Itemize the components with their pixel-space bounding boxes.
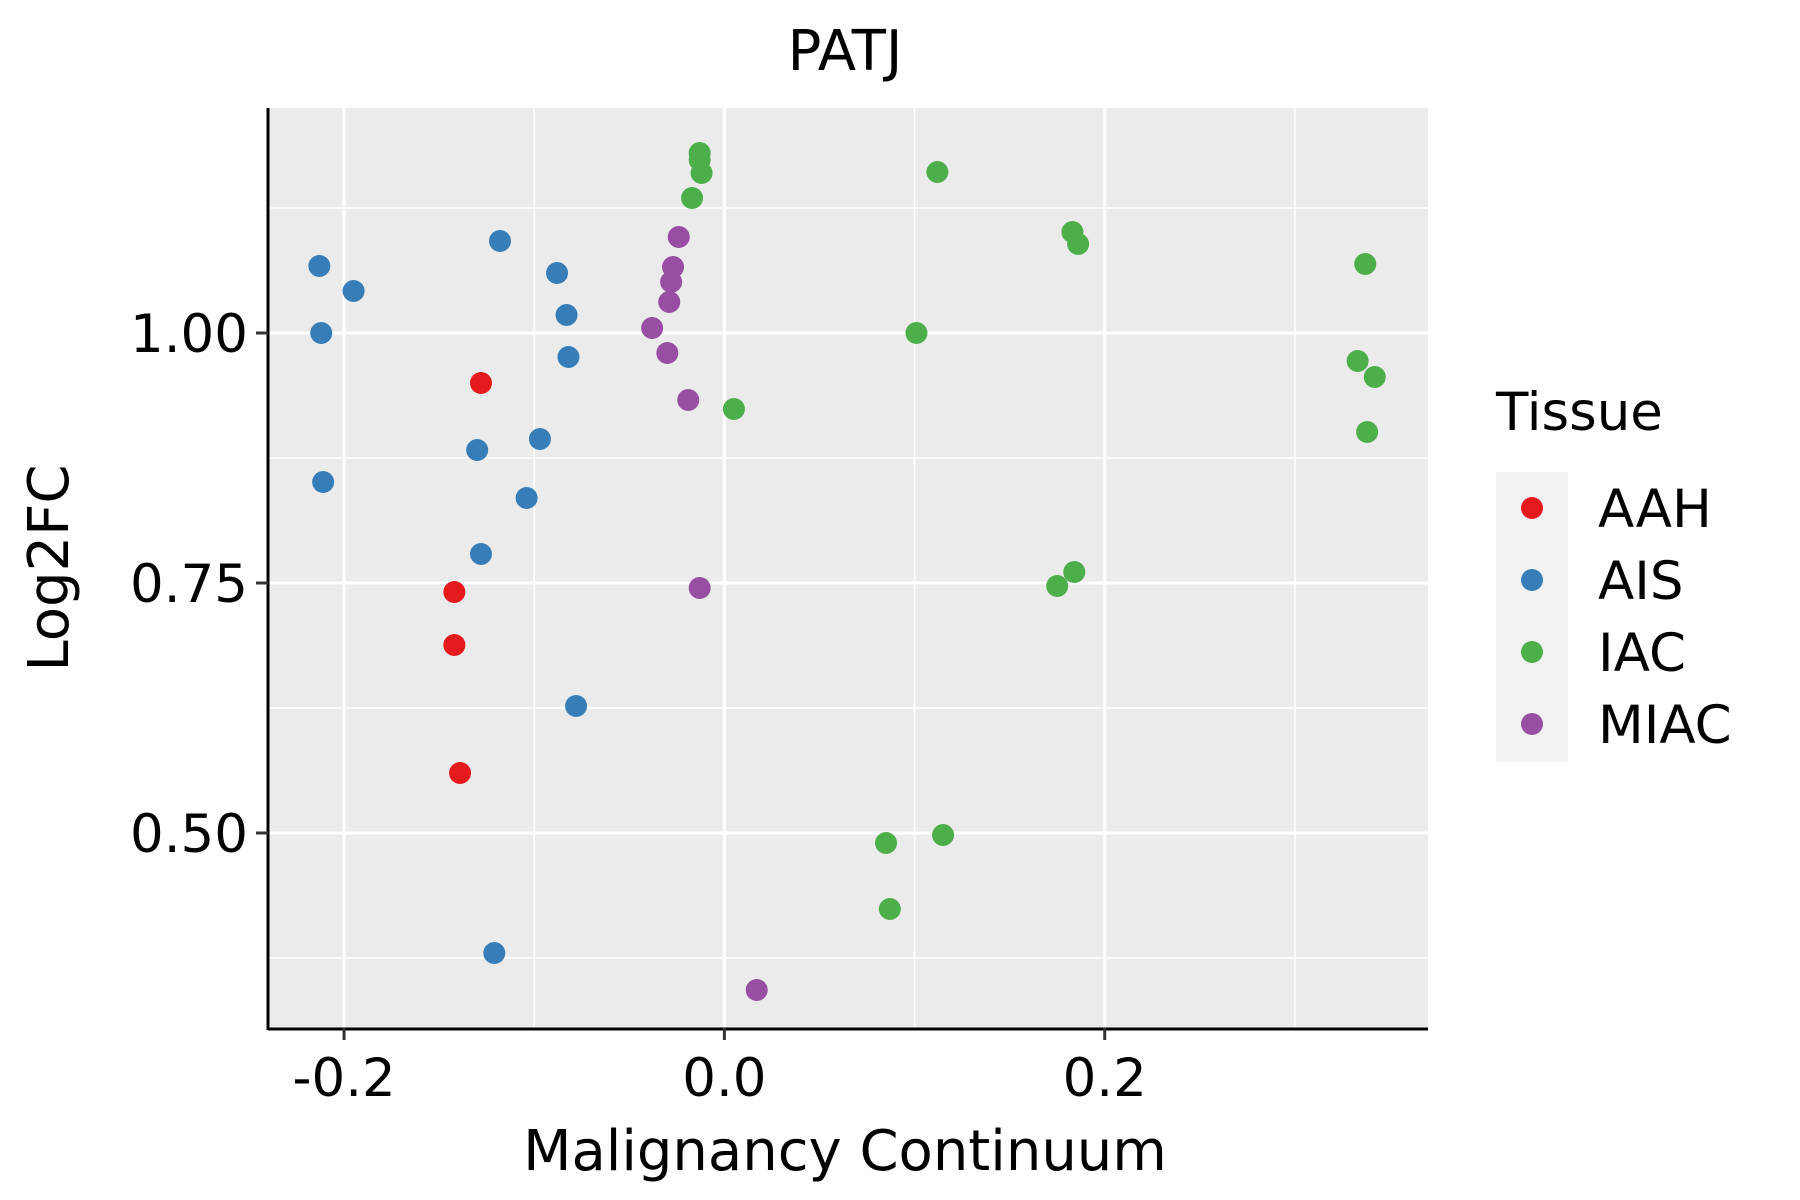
data-point-iac	[905, 322, 928, 344]
data-point-ais	[466, 439, 489, 461]
data-point-ais	[528, 428, 551, 450]
data-point-aah	[443, 581, 466, 603]
y-tick-label: 1.00	[130, 304, 248, 365]
data-point-iac	[875, 832, 898, 854]
data-point-miac	[745, 979, 768, 1001]
data-point-ais	[310, 322, 333, 344]
data-point-iac	[690, 162, 713, 184]
data-point-ais	[469, 543, 492, 565]
x-tick-label: 0.2	[1063, 1048, 1147, 1109]
data-point-iac	[1356, 421, 1379, 443]
data-point-aah	[443, 634, 466, 656]
grid-lines	[268, 108, 1428, 1028]
legend-key-miac	[1521, 713, 1543, 735]
legend-key-aah	[1521, 497, 1543, 519]
data-point-iac	[1046, 575, 1069, 597]
data-point-iac	[1363, 366, 1386, 388]
data-point-ais	[555, 304, 578, 326]
legend-items: AAH AIS IAC MIAC	[1521, 479, 1732, 756]
legend-title: Tissue	[1495, 382, 1663, 443]
data-point-iac	[1346, 350, 1369, 372]
data-point-iac	[932, 824, 955, 846]
chart-title: PATJ	[788, 19, 903, 84]
data-point-ais	[515, 487, 538, 509]
data-point-miac	[656, 342, 679, 364]
data-point-iac	[1067, 233, 1090, 255]
data-point-iac	[878, 898, 901, 920]
data-point-iac	[1354, 253, 1377, 275]
data-point-ais	[546, 262, 569, 284]
legend-label-ais: AIS	[1598, 551, 1684, 612]
data-point-ais	[565, 695, 588, 717]
data-points	[308, 142, 1386, 1001]
x-axis-title: Malignancy Continuum	[523, 1119, 1167, 1184]
data-point-aah	[449, 762, 472, 784]
y-tick-label: 0.50	[130, 804, 248, 865]
axis-ticks: -0.2 0.0 0.2 0.50 0.75 1.00	[130, 304, 1147, 1109]
data-point-iac	[681, 187, 704, 209]
data-point-miac	[660, 271, 683, 293]
legend: Tissue AAH AIS IAC MIAC	[1495, 382, 1732, 762]
data-point-iac	[926, 161, 949, 183]
data-point-iac	[1063, 561, 1086, 583]
data-point-ais	[342, 280, 365, 302]
y-axis-title: Log2FC	[17, 465, 82, 672]
data-point-iac	[722, 398, 745, 420]
data-point-ais	[483, 942, 506, 964]
data-point-ais	[308, 255, 331, 277]
data-point-ais	[489, 230, 511, 252]
x-tick-label: 0.0	[682, 1048, 766, 1109]
legend-key-ais	[1521, 569, 1543, 591]
plot-panel	[268, 108, 1428, 1028]
data-point-miac	[641, 317, 664, 339]
data-point-miac	[677, 389, 700, 411]
legend-label-miac: MIAC	[1598, 695, 1732, 756]
legend-key-iac	[1521, 641, 1543, 663]
data-point-ais	[312, 471, 335, 493]
y-tick-label: 0.75	[130, 554, 248, 615]
data-point-miac	[688, 577, 711, 599]
data-point-miac	[667, 226, 690, 248]
legend-label-iac: IAC	[1598, 623, 1686, 684]
data-point-aah	[469, 372, 492, 394]
x-tick-label: -0.2	[292, 1048, 395, 1109]
legend-label-aah: AAH	[1598, 479, 1712, 540]
data-point-ais	[557, 346, 580, 368]
data-point-miac	[658, 291, 681, 313]
